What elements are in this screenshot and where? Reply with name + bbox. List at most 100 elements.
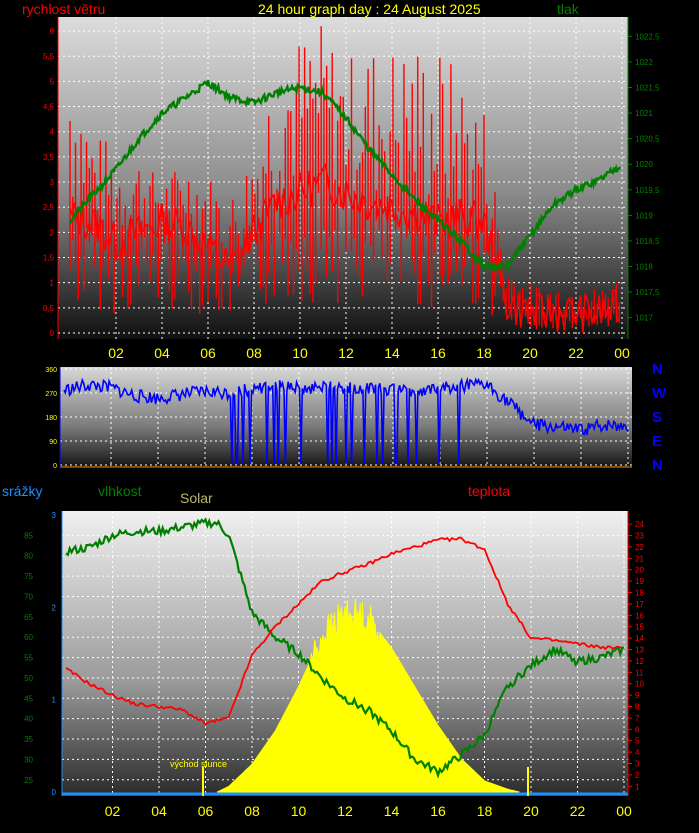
panel1-left-tick-label: 5	[50, 77, 55, 86]
panel1-x-tick-label: 08	[246, 345, 262, 361]
wind-speed-line	[69, 162, 621, 333]
panel3-axes: 02 04 06 08 10 12 14 16 18 20 22 002530354045505560…	[24, 511, 644, 819]
panel3-x-tick-label: 00	[616, 803, 632, 819]
panel3-temp-tick-label: 16	[635, 611, 644, 620]
panel1-x-tick-label: 02	[108, 345, 124, 361]
panel3-x-tick-label: 22	[570, 803, 586, 819]
panel3-temp-tick-label: 17	[635, 600, 644, 609]
humidity-label: vlhkost	[98, 483, 142, 499]
panel3-temp-tick-label: 11	[635, 668, 644, 677]
panel1-left-tick-label: 2,5	[43, 203, 55, 212]
panel3-humidity-tick-label: 80	[24, 552, 33, 561]
wind-direction-series	[60, 376, 632, 468]
panel1-x-tick-label: 00	[614, 345, 630, 361]
panel3-x-tick-label: 16	[430, 803, 446, 819]
panel1-right-tick-label: 1022,5	[635, 32, 660, 41]
panel2-tick-label: 0	[53, 463, 57, 470]
panel3-rain-tick-label: 2	[52, 603, 57, 612]
panel3-rain-tick-label: 1	[52, 696, 57, 705]
panel1-right-tick-label: 1019,5	[635, 186, 660, 195]
panel3-temp-tick-label: 2	[635, 771, 640, 780]
panel1-right-tick-label: 1020,5	[635, 135, 660, 144]
humidity-line	[65, 517, 625, 779]
panel3-x-tick-label: 08	[244, 803, 260, 819]
panel3-temp-tick-label: 6	[635, 725, 640, 734]
panel1-x-tick-label: 22	[568, 345, 584, 361]
panel3-humidity-tick-label: 75	[24, 572, 33, 581]
panel1-right-tick-label: 1021	[635, 109, 653, 118]
panel1-left-tick-label: 2	[50, 228, 55, 237]
panel3-humidity-tick-label: 65	[24, 613, 33, 622]
panel1-x-tick-label: 14	[384, 345, 400, 361]
panel1-left-tick-label: 3	[50, 178, 55, 187]
panel3-humidity-tick-label: 70	[24, 592, 33, 601]
panel3-x-tick-label: 20	[523, 803, 539, 819]
direction-label-w: W	[652, 385, 667, 402]
panel1-axes: 02 04 06 08 10 12 14 16 18 20 22 0000,511,522,533,5…	[43, 17, 660, 361]
panel1-right-tick-label: 1018,5	[635, 237, 660, 246]
panel1-x-tick-label: 04	[154, 345, 170, 361]
panel3-temp-tick-label: 24	[635, 520, 644, 529]
pressure-line	[68, 79, 622, 275]
chart-title: 24 hour graph day : 24 August 2025	[258, 1, 481, 17]
solar-area	[216, 598, 520, 793]
panel3-x-tick-label: 12	[337, 803, 353, 819]
panel3-temp-tick-label: 20	[635, 566, 644, 575]
panel3-temp-tick-label: 9	[635, 691, 640, 700]
panel3-temp-tick-label: 18	[635, 589, 644, 598]
panel3-rain-tick-label: 3	[52, 511, 57, 520]
panel3-humidity-tick-label: 30	[24, 755, 33, 764]
panel3-humidity-tick-label: 35	[24, 735, 33, 744]
panel1-left-tick-label: 1	[50, 279, 55, 288]
panel1-x-tick-label: 06	[200, 345, 216, 361]
panel1-right-tick-label: 1018	[635, 263, 653, 272]
panel3-x-tick-label: 18	[477, 803, 493, 819]
panel3-x-tick-label: 02	[105, 803, 121, 819]
panel3-temp-tick-label: 3	[635, 760, 640, 769]
panel3-temp-tick-label: 1	[635, 782, 640, 791]
panel3-humidity-tick-label: 55	[24, 654, 33, 663]
temperature-line	[65, 536, 622, 726]
panel1-x-tick-label: 20	[522, 345, 538, 361]
panel3-temp-tick-label: 23	[635, 532, 644, 541]
panel1-left-tick-label: 0	[50, 329, 55, 338]
panel3-temp-tick-label: 15	[635, 623, 644, 632]
humidity-temperature-solar-panel: 02 04 06 08 10 12 14 16 18 20 22 002530354045505560…	[24, 511, 644, 819]
panel3-temp-tick-label: 19	[635, 577, 644, 586]
panel3-humidity-tick-label: 45	[24, 694, 33, 703]
wind-direction-panel: 0 90 180 270 360	[45, 367, 632, 470]
temperature-series	[65, 536, 622, 726]
panel3-x-tick-label: 06	[198, 803, 214, 819]
panel3-humidity-tick-label: 40	[24, 715, 33, 724]
panel3-temp-tick-label: 14	[635, 634, 644, 643]
panel3-temp-tick-label: 5	[635, 737, 640, 746]
wind-direction-line	[63, 376, 629, 465]
solar-series	[216, 598, 520, 793]
panel1-right-tick-label: 1017	[635, 314, 653, 323]
panel1-left-tick-label: 5,5	[43, 52, 55, 61]
panel1-right-tick-label: 1021,5	[635, 83, 660, 92]
panel2-tick-label: 180	[45, 415, 57, 422]
humidity-series	[65, 517, 625, 779]
panel1-x-tick-label: 12	[338, 345, 354, 361]
panel1-x-tick-label: 18	[476, 345, 492, 361]
panel3-temp-tick-label: 8	[635, 703, 640, 712]
panel3-temp-tick-label: 21	[635, 554, 644, 563]
solar-label: Solar	[180, 490, 213, 506]
panel1-left-tick-label: 6	[50, 27, 55, 36]
panel1-right-tick-label: 1022	[635, 58, 653, 67]
panel3-temp-tick-label: 12	[635, 657, 644, 666]
wind-pressure-panel: 02 04 06 08 10 12 14 16 18 20 22 0000,511,522,533,5…	[43, 17, 660, 361]
panel1-left-tick-label: 0,5	[43, 304, 55, 313]
panel3-x-tick-label: 04	[151, 803, 167, 819]
panel2-axes: 0 90 180 270 360	[45, 367, 61, 470]
panel1-left-tick-label: 4,5	[43, 103, 55, 112]
direction-label-n-top: N	[652, 361, 663, 378]
panel3-x-tick-label: 14	[384, 803, 400, 819]
pressure-label: tlak	[557, 1, 580, 17]
panel3-humidity-tick-label: 60	[24, 633, 33, 642]
direction-label-e: E	[652, 433, 662, 450]
panel3-temp-tick-label: 10	[635, 680, 644, 689]
panel2-tick-label: 360	[45, 367, 57, 374]
